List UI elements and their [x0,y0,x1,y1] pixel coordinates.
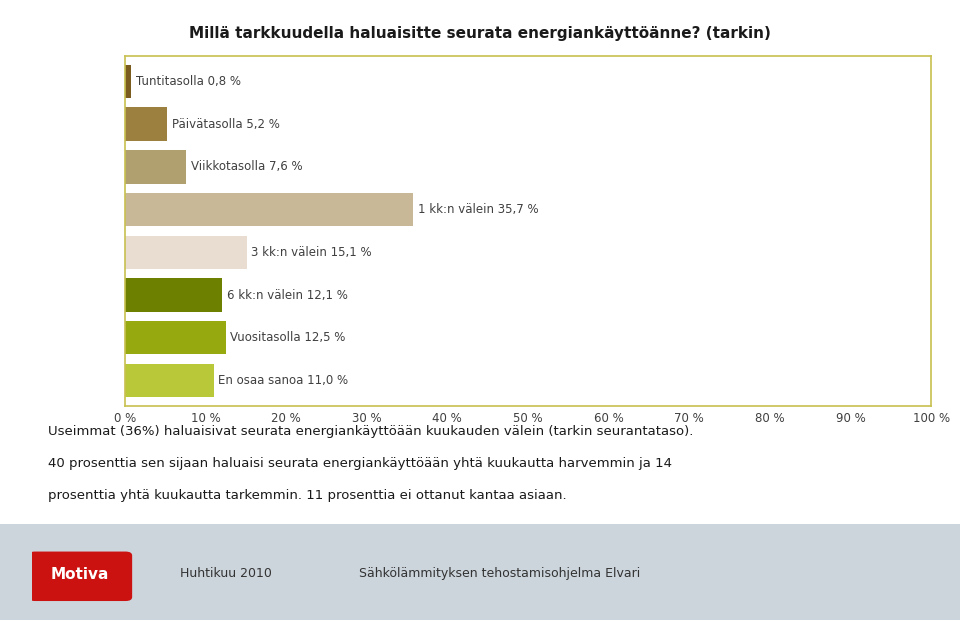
Text: Millä tarkkuudella haluaisitte seurata energiankäyttöänne? (tarkin): Millä tarkkuudella haluaisitte seurata e… [189,26,771,41]
Text: 40 prosenttia sen sijaan haluaisi seurata energiankäyttöään yhtä kuukautta harve: 40 prosenttia sen sijaan haluaisi seurat… [48,457,672,470]
Bar [125,107,167,141]
Text: Päivätasolla 5,2 %: Päivätasolla 5,2 % [172,118,279,131]
Bar [125,364,213,397]
Bar [125,321,226,355]
Text: Tuntitasolla 0,8 %: Tuntitasolla 0,8 % [136,75,241,88]
Text: 1 kk:n välein 35,7 %: 1 kk:n välein 35,7 % [418,203,539,216]
Bar [125,278,223,312]
Text: Vuositasolla 12,5 %: Vuositasolla 12,5 % [230,331,346,344]
Bar [125,236,247,269]
Bar [125,193,413,226]
Text: En osaa sanoa 11,0 %: En osaa sanoa 11,0 % [218,374,348,387]
Text: 3 kk:n välein 15,1 %: 3 kk:n välein 15,1 % [252,246,372,259]
Text: Sähkölämmityksen tehostamisohjelma Elvari: Sähkölämmityksen tehostamisohjelma Elvar… [359,567,639,580]
Text: Viikkotasolla 7,6 %: Viikkotasolla 7,6 % [191,161,302,174]
Text: Useimmat (36%) haluaisivat seurata energiankäyttöään kuukauden välein (tarkin se: Useimmat (36%) haluaisivat seurata energ… [48,425,693,438]
Text: prosenttia yhtä kuukautta tarkemmin. 11 prosenttia ei ottanut kantaa asiaan.: prosenttia yhtä kuukautta tarkemmin. 11 … [48,489,566,502]
Text: Motiva: Motiva [51,567,109,582]
Text: Huhtikuu 2010: Huhtikuu 2010 [180,567,272,580]
Bar [125,64,132,98]
Text: 6 kk:n välein 12,1 %: 6 kk:n välein 12,1 % [228,288,348,301]
FancyBboxPatch shape [29,552,132,601]
Bar [125,150,186,184]
